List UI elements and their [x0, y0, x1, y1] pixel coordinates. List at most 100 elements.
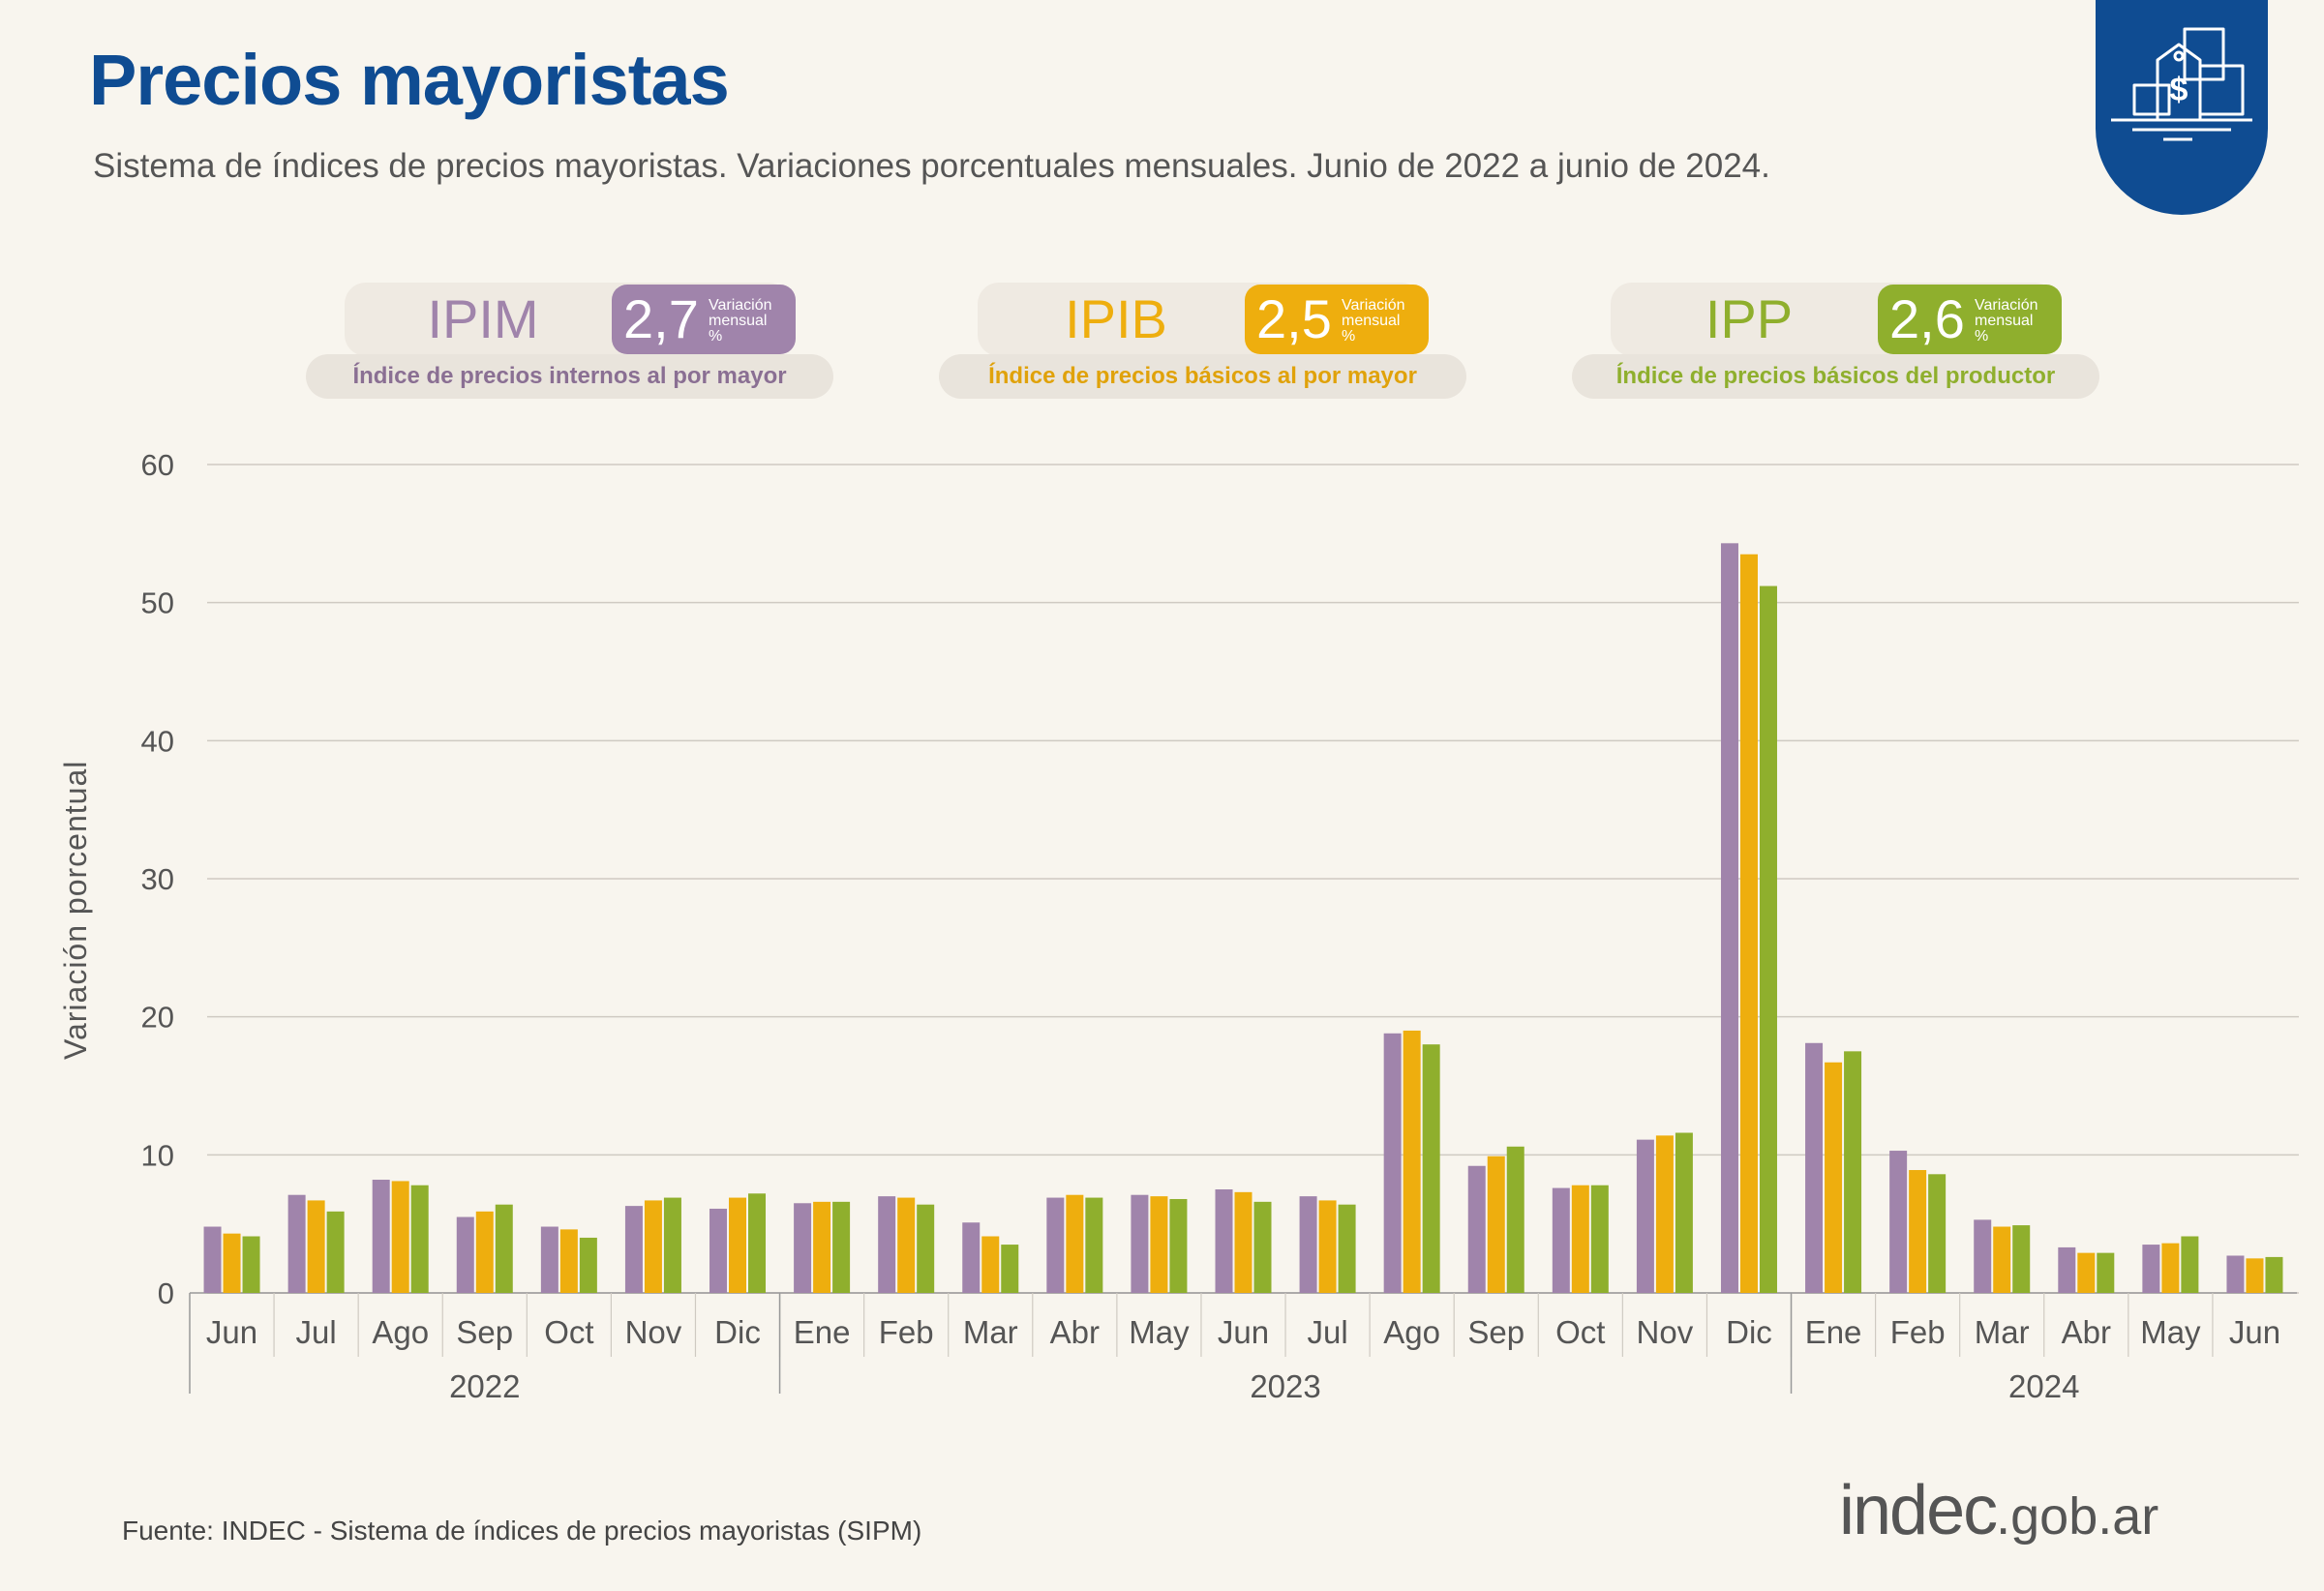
svg-text:$: $ — [2170, 72, 2188, 108]
value-badge-ipim: 2,7 Variación mensual% — [612, 285, 796, 354]
bar-ipp — [2097, 1252, 2115, 1293]
bar-ipib — [1993, 1226, 2011, 1293]
bar-ipim — [1805, 1042, 1824, 1293]
bar-ipib — [1150, 1196, 1168, 1293]
x-tick-label: Nov — [625, 1314, 682, 1350]
bar-ipp — [1844, 1051, 1862, 1293]
y-tick-label: 0 — [158, 1276, 174, 1310]
bar-ipib — [1234, 1191, 1253, 1293]
bar-ipib — [1909, 1170, 1927, 1293]
bar-ipp — [326, 1211, 345, 1293]
bar-ipib — [2077, 1252, 2096, 1293]
x-tick-label: Sep — [1467, 1314, 1524, 1350]
bar-ipim — [794, 1203, 812, 1293]
bar-ipim — [1974, 1219, 1992, 1293]
bar-ipim — [1636, 1139, 1654, 1293]
bar-ipib — [1318, 1200, 1337, 1293]
x-tick-label: Ene — [1805, 1314, 1862, 1350]
bar-ipp — [1338, 1204, 1356, 1293]
page-title: Precios mayoristas — [89, 40, 730, 120]
bar-ipib — [1655, 1135, 1674, 1293]
bar-ipib — [391, 1181, 409, 1293]
bar-ipib — [897, 1197, 916, 1293]
bar-ipim — [1131, 1194, 1149, 1293]
y-tick-label: 10 — [141, 1138, 174, 1172]
bar-ipib — [981, 1236, 1000, 1293]
bar-ipp — [1928, 1174, 1947, 1293]
bar-ipim — [1552, 1187, 1570, 1293]
x-tick-label: Feb — [879, 1314, 934, 1350]
year-label: 2023 — [1250, 1368, 1320, 1404]
bar-ipib — [2246, 1258, 2264, 1293]
bar-ipp — [1001, 1245, 1019, 1293]
bar-ipim — [1215, 1189, 1233, 1293]
x-tick-label: Oct — [1555, 1314, 1605, 1350]
x-tick-label: May — [2140, 1314, 2201, 1350]
index-abbr: IPIB — [1065, 288, 1167, 349]
bar-ipib — [1066, 1194, 1084, 1293]
bar-ipim — [2226, 1255, 2245, 1293]
bar-ipim — [456, 1216, 474, 1293]
bar-ipp — [1590, 1185, 1609, 1293]
logo-main: indec — [1839, 1472, 1998, 1549]
x-tick-label: Mar — [1975, 1314, 2030, 1350]
bar-ipp — [832, 1201, 851, 1293]
bar-ipp — [2012, 1225, 2031, 1293]
x-tick-label: Jul — [296, 1314, 337, 1350]
year-label: 2022 — [449, 1368, 520, 1404]
bar-ipp — [495, 1204, 513, 1293]
index-value: 2,7 — [623, 288, 699, 349]
x-tick-label: Jun — [1218, 1314, 1269, 1350]
x-tick-label: Jun — [2229, 1314, 2280, 1350]
index-description: Índice de precios básicos al por mayor — [939, 354, 1466, 399]
x-tick-label: Ago — [372, 1314, 429, 1350]
bar-ipim — [1383, 1033, 1402, 1293]
y-tick-label: 20 — [141, 1001, 174, 1035]
index-abbr: IPP — [1705, 288, 1794, 349]
year-label: 2024 — [2008, 1368, 2079, 1404]
bar-ipim — [878, 1196, 896, 1293]
bar-ipp — [917, 1204, 935, 1293]
indec-logo: indec.gob.ar — [1839, 1471, 2158, 1550]
value-unit: Variación mensual% — [1975, 297, 2038, 345]
index-abbr: IPIM — [427, 288, 539, 349]
bar-ipp — [242, 1236, 260, 1293]
bar-ipib — [1403, 1030, 1421, 1293]
bar-ipp — [1506, 1146, 1524, 1293]
bar-ipib — [1571, 1185, 1589, 1293]
bar-ipib — [644, 1200, 662, 1293]
bar-ipim — [1046, 1197, 1065, 1293]
x-tick-label: Abr — [1050, 1314, 1100, 1350]
x-tick-label: May — [1129, 1314, 1190, 1350]
x-tick-label: Dic — [714, 1314, 761, 1350]
x-tick-label: Ene — [794, 1314, 851, 1350]
bar-ipib — [1739, 554, 1758, 1293]
bar-ipib — [2161, 1243, 2180, 1293]
y-tick-label: 30 — [141, 862, 174, 896]
bar-ipp — [1085, 1197, 1103, 1293]
bar-ipp — [1253, 1201, 1272, 1293]
bar-ipp — [663, 1197, 681, 1293]
x-tick-label: Jul — [1307, 1314, 1347, 1350]
price-tag-boxes-icon: $ — [2111, 27, 2252, 141]
bar-ipim — [1720, 543, 1738, 1293]
x-tick-label: Nov — [1637, 1314, 1694, 1350]
bar-ipp — [1675, 1132, 1693, 1293]
bar-ipib — [307, 1200, 325, 1293]
corner-badge: $ — [2096, 0, 2268, 215]
bar-ipp — [410, 1185, 429, 1293]
index-value: 2,5 — [1256, 288, 1332, 349]
bar-ipib — [475, 1211, 494, 1293]
index-description: Índice de precios internos al por mayor — [306, 354, 833, 399]
source-note: Fuente: INDEC - Sistema de índices de pr… — [122, 1516, 922, 1546]
bar-ipp — [579, 1237, 597, 1293]
x-tick-label: Mar — [963, 1314, 1018, 1350]
bar-ipim — [540, 1226, 558, 1293]
bar-ipp — [748, 1193, 767, 1293]
value-badge-ipib: 2,5 Variación mensual% — [1245, 285, 1429, 354]
bar-ipim — [624, 1206, 643, 1293]
y-tick-label: 50 — [141, 586, 174, 620]
bar-ipp — [2181, 1236, 2199, 1293]
bar-ipim — [1467, 1165, 1486, 1293]
